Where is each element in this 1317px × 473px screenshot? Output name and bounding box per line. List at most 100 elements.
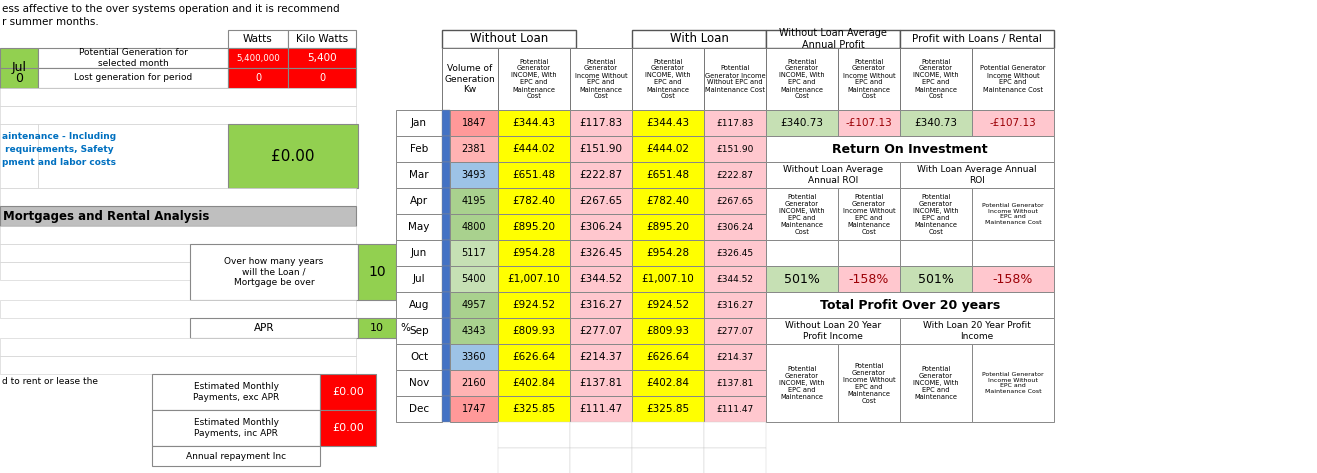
- Text: £924.52: £924.52: [647, 300, 690, 310]
- Bar: [498, 292, 570, 318]
- Bar: [705, 396, 766, 422]
- Bar: [570, 214, 632, 240]
- Bar: [632, 110, 705, 136]
- Text: £626.64: £626.64: [512, 352, 556, 362]
- Text: 3493: 3493: [462, 170, 486, 180]
- Text: £151.90: £151.90: [716, 144, 753, 154]
- Bar: [972, 344, 1054, 422]
- Bar: [632, 188, 705, 214]
- Text: £316.27: £316.27: [579, 300, 623, 310]
- Bar: [766, 344, 838, 422]
- Bar: [396, 162, 443, 188]
- Bar: [450, 370, 498, 396]
- Bar: [632, 266, 705, 292]
- Bar: [0, 300, 356, 318]
- Text: Potential
Generator
INCOME, With
EPC and
Maintenance
Cost: Potential Generator INCOME, With EPC and…: [913, 193, 959, 235]
- Bar: [358, 244, 396, 300]
- Text: £444.02: £444.02: [512, 144, 556, 154]
- Text: 1847: 1847: [462, 118, 486, 128]
- Text: Jun: Jun: [411, 248, 427, 258]
- Bar: [570, 422, 632, 448]
- Text: Jul: Jul: [12, 61, 26, 75]
- Bar: [498, 448, 570, 473]
- Text: Potential
Generator
INCOME, With
EPC and
Maintenance
Cost: Potential Generator INCOME, With EPC and…: [511, 59, 557, 99]
- Text: Potential
Generator Income
Without EPC and
Maintenance Cost: Potential Generator Income Without EPC a…: [705, 65, 765, 93]
- Bar: [632, 344, 705, 370]
- Text: £214.37: £214.37: [579, 352, 623, 362]
- Text: Annual repayment Inc: Annual repayment Inc: [186, 452, 286, 461]
- Text: aintenance - Including: aintenance - Including: [3, 132, 116, 141]
- Text: £895.20: £895.20: [512, 222, 556, 232]
- Text: £1,007.10: £1,007.10: [507, 274, 560, 284]
- Text: Potential
Generator
Income Without
EPC and
Maintenance
Cost: Potential Generator Income Without EPC a…: [843, 362, 896, 403]
- Bar: [498, 396, 570, 422]
- Bar: [705, 448, 766, 473]
- Text: 0: 0: [319, 73, 325, 83]
- Text: £325.85: £325.85: [512, 404, 556, 414]
- Text: £111.47: £111.47: [579, 404, 623, 414]
- Bar: [443, 30, 576, 48]
- Bar: [632, 422, 705, 448]
- Bar: [766, 48, 838, 110]
- Text: With Loan 20 Year Profit
Income: With Loan 20 Year Profit Income: [923, 321, 1031, 341]
- Text: Profit with Loans / Rental: Profit with Loans / Rental: [913, 34, 1042, 44]
- Text: Without Loan Average
Annual ROI: Without Loan Average Annual ROI: [782, 165, 884, 184]
- Text: £326.45: £326.45: [579, 248, 623, 258]
- Bar: [766, 30, 900, 48]
- Bar: [443, 110, 450, 136]
- Bar: [0, 68, 38, 88]
- Bar: [443, 214, 450, 240]
- Bar: [766, 136, 1054, 162]
- Text: £340.73: £340.73: [781, 118, 823, 128]
- Bar: [450, 292, 498, 318]
- Bar: [632, 136, 705, 162]
- Text: 1747: 1747: [462, 404, 486, 414]
- Bar: [900, 188, 972, 240]
- Bar: [443, 318, 450, 344]
- Text: Mar: Mar: [410, 170, 429, 180]
- Text: 4957: 4957: [462, 300, 486, 310]
- Bar: [900, 110, 972, 136]
- Text: £344.52: £344.52: [579, 274, 623, 284]
- Bar: [0, 226, 356, 244]
- Bar: [228, 48, 288, 68]
- Text: requirements, Safety: requirements, Safety: [3, 145, 113, 154]
- Bar: [766, 240, 838, 266]
- Bar: [972, 110, 1054, 136]
- Bar: [570, 396, 632, 422]
- Text: £222.87: £222.87: [716, 170, 753, 179]
- Bar: [705, 370, 766, 396]
- Text: Oct: Oct: [410, 352, 428, 362]
- Text: £151.90: £151.90: [579, 144, 623, 154]
- Text: £1,007.10: £1,007.10: [641, 274, 694, 284]
- Text: £809.93: £809.93: [512, 326, 556, 336]
- Bar: [900, 48, 972, 110]
- Bar: [498, 188, 570, 214]
- Bar: [498, 266, 570, 292]
- Bar: [705, 318, 766, 344]
- Bar: [38, 68, 228, 88]
- Bar: [838, 48, 900, 110]
- Text: Potential Generation for
selected month: Potential Generation for selected month: [79, 48, 187, 68]
- Text: Potential Generator
Income Without
EPC and
Maintenance Cost: Potential Generator Income Without EPC a…: [982, 203, 1044, 225]
- Text: Potential Generator
Income Without
EPC and
Maintenance Cost: Potential Generator Income Without EPC a…: [980, 65, 1046, 93]
- Text: 5400: 5400: [462, 274, 486, 284]
- Bar: [288, 68, 356, 88]
- Bar: [0, 88, 356, 106]
- Text: May: May: [408, 222, 429, 232]
- Text: 0: 0: [14, 71, 22, 85]
- Bar: [705, 110, 766, 136]
- Bar: [900, 266, 972, 292]
- Text: £0.00: £0.00: [332, 423, 363, 433]
- Text: Sep: Sep: [410, 326, 429, 336]
- Text: Volume of
Generation
Kw: Volume of Generation Kw: [445, 64, 495, 94]
- Bar: [972, 188, 1054, 240]
- Bar: [498, 240, 570, 266]
- Bar: [450, 266, 498, 292]
- Bar: [766, 318, 900, 344]
- Text: £222.87: £222.87: [579, 170, 623, 180]
- Text: £895.20: £895.20: [647, 222, 690, 232]
- Text: Potential
Generator
INCOME, With
EPC and
Maintenance
Cost: Potential Generator INCOME, With EPC and…: [780, 193, 824, 235]
- Bar: [570, 48, 632, 110]
- Bar: [838, 188, 900, 240]
